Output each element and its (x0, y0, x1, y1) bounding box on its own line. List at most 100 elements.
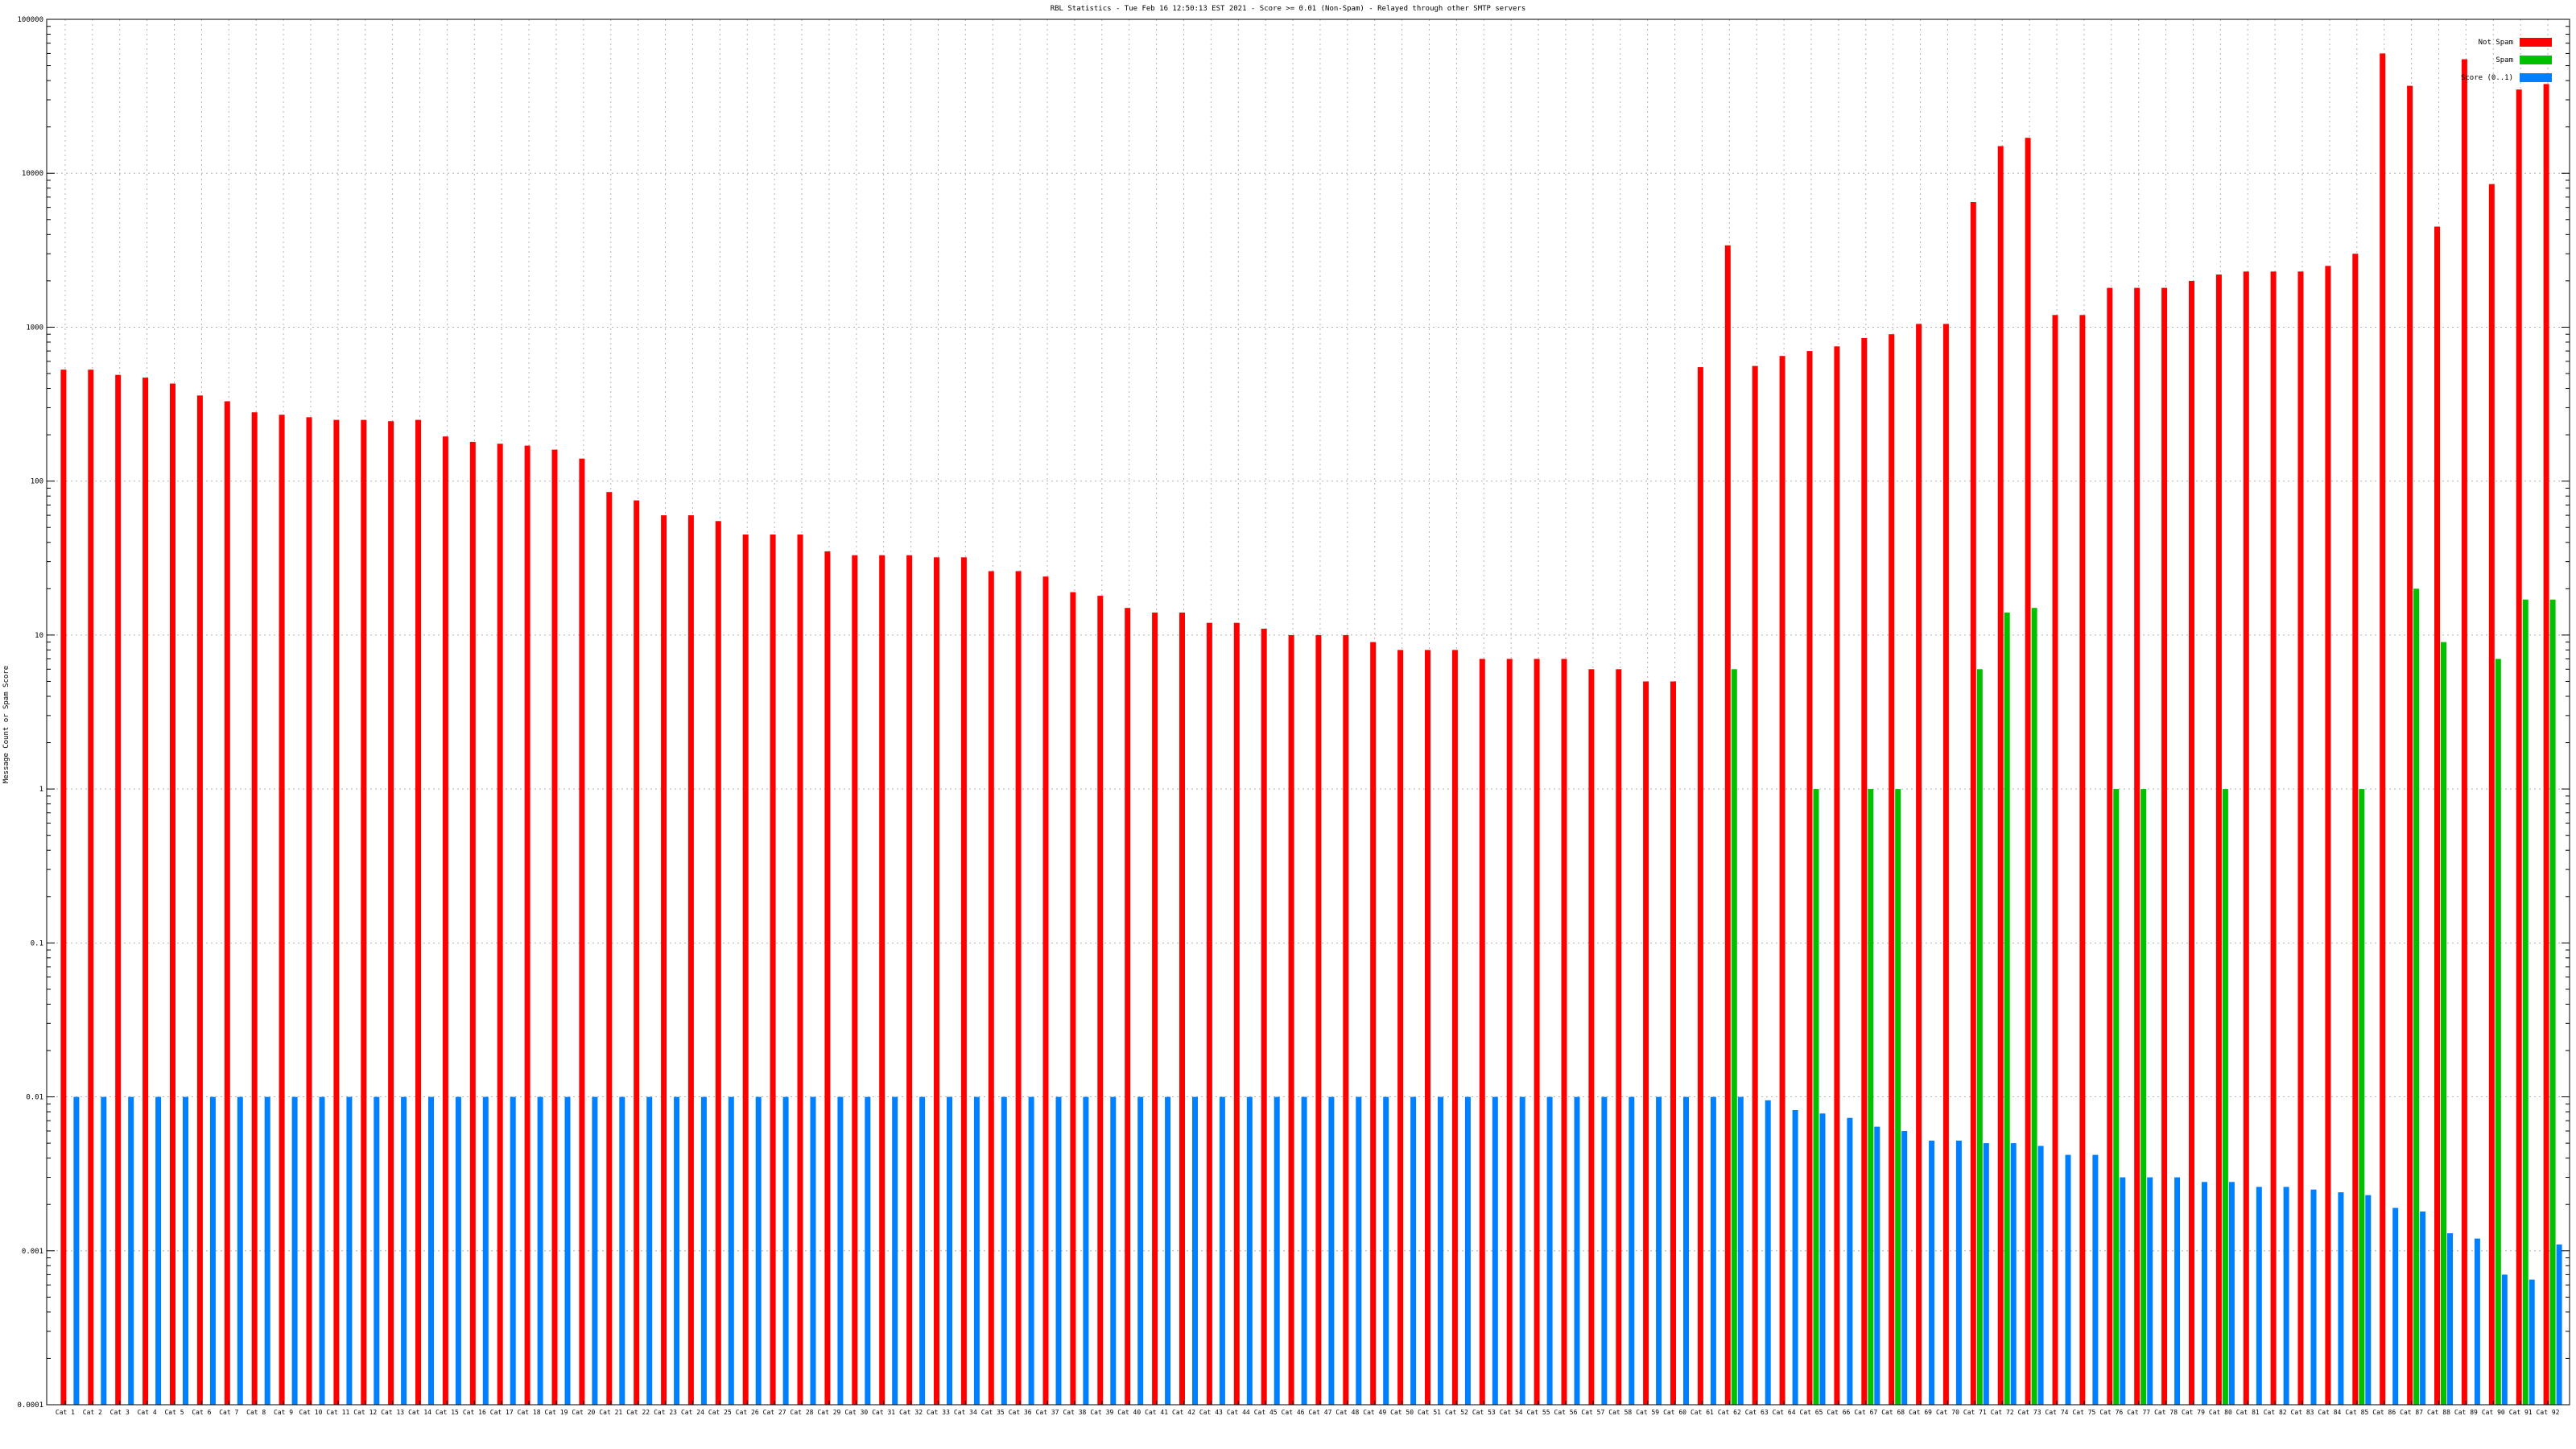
not-spam-bar (1588, 669, 1595, 1405)
x-tick-label: Cat 71 (1963, 1409, 1987, 1416)
x-tick-label: Cat 60 (1663, 1409, 1686, 1416)
spam-bar (2495, 658, 2501, 1405)
score-bar (1683, 1096, 1689, 1405)
y-tick-label: 0.001 (22, 1248, 43, 1256)
score-bar (1137, 1096, 1144, 1405)
not-spam-bar (1451, 650, 1458, 1405)
not-spam-bar (742, 535, 749, 1405)
not-spam-bar (797, 535, 803, 1405)
y-tick-label: 0.1 (31, 939, 43, 947)
score-bar (155, 1096, 162, 1405)
not-spam-bar (1506, 658, 1513, 1405)
spam-bar (1731, 669, 1737, 1405)
x-tick-label: Cat 69 (1909, 1409, 1932, 1416)
x-tick-label: Cat 40 (1117, 1409, 1141, 1416)
score-bar (1410, 1096, 1417, 1405)
not-spam-bar (1861, 337, 1868, 1405)
not-spam-bar (2079, 315, 2086, 1405)
x-tick-label: Cat 31 (872, 1409, 895, 1416)
score-bar (2147, 1177, 2153, 1405)
x-tick-label: Cat 9 (274, 1409, 293, 1416)
x-tick-label: Cat 77 (2127, 1409, 2150, 1416)
score-bar (2256, 1187, 2262, 1405)
score-bar (2202, 1182, 2207, 1405)
not-spam-bar (88, 369, 94, 1406)
spam-bar (2140, 789, 2147, 1405)
x-tick-label: Cat 21 (599, 1409, 622, 1416)
x-tick-label: Cat 34 (954, 1409, 977, 1416)
score-bar (1438, 1096, 1443, 1405)
x-tick-label: Cat 19 (545, 1409, 568, 1416)
x-tick-label: Cat 90 (2482, 1409, 2505, 1416)
y-tick-label: 100 (31, 478, 43, 486)
not-spam-bar (142, 378, 149, 1406)
score-bar (2529, 1279, 2535, 1405)
not-spam-bar (988, 571, 994, 1405)
score-bar (537, 1096, 543, 1405)
score-bar (810, 1096, 816, 1405)
not-spam-bar (2516, 89, 2522, 1406)
score-bar (428, 1096, 434, 1405)
score-bar (2338, 1192, 2344, 1405)
not-spam-bar (251, 412, 258, 1406)
score-bar (2174, 1177, 2181, 1405)
not-spam-bar (1206, 622, 1212, 1405)
score-bar (1519, 1096, 1525, 1405)
x-tick-label: Cat 75 (2072, 1409, 2095, 1416)
x-tick-label: Cat 51 (1418, 1409, 1441, 1416)
score-bar (1629, 1096, 1635, 1405)
score-bar (2283, 1187, 2289, 1405)
score-bar (837, 1096, 844, 1405)
not-spam-bar (442, 436, 448, 1406)
not-spam-bar (715, 521, 721, 1405)
not-spam-bar (1970, 202, 1976, 1405)
y-axis-label: Message Count or Spam Score (2, 666, 10, 783)
score-bar (1383, 1096, 1389, 1405)
x-tick-label: Cat 1 (56, 1409, 75, 1416)
not-spam-bar (1015, 571, 1022, 1405)
not-spam-bar (2189, 280, 2194, 1405)
spam-bar (1868, 789, 1874, 1405)
x-tick-label: Cat 64 (1773, 1409, 1796, 1416)
not-spam-bar (551, 449, 558, 1405)
not-spam-bar (2270, 271, 2277, 1405)
x-tick-label: Cat 27 (763, 1409, 786, 1416)
x-tick-label: Cat 44 (1227, 1409, 1250, 1416)
score-bar (2228, 1182, 2235, 1405)
legend-score-label: Score (0..1) (2461, 74, 2513, 82)
score-bar (2310, 1189, 2317, 1405)
x-tick-label: Cat 29 (817, 1409, 840, 1416)
score-bar (564, 1096, 571, 1405)
not-spam-bar (1643, 681, 1649, 1405)
not-spam-bar (1942, 324, 1949, 1405)
x-tick-label: Cat 25 (708, 1409, 732, 1416)
score-bar (2474, 1238, 2480, 1405)
not-spam-bar (2161, 287, 2168, 1406)
x-tick-label: Cat 36 (1009, 1409, 1032, 1416)
y-tick-label: 1 (39, 786, 43, 794)
score-bar (919, 1096, 926, 1405)
not-spam-bar (1997, 146, 2004, 1405)
not-spam-bar (934, 557, 939, 1405)
x-tick-label: Cat 86 (2372, 1409, 2396, 1416)
score-bar (264, 1096, 270, 1405)
score-bar (1055, 1096, 1062, 1405)
score-bar (510, 1096, 516, 1405)
not-spam-bar (388, 421, 394, 1406)
not-spam-bar (606, 492, 613, 1406)
score-bar (700, 1096, 707, 1405)
score-bar (2120, 1177, 2126, 1405)
score-bar (1819, 1113, 1826, 1405)
spam-bar (2359, 789, 2365, 1405)
score-bar (1110, 1096, 1117, 1405)
not-spam-bar (1834, 346, 1840, 1405)
score-bar (892, 1096, 898, 1405)
x-tick-label: Cat 23 (654, 1409, 677, 1416)
score-bar (1246, 1096, 1253, 1405)
not-spam-bar (224, 401, 230, 1405)
legend-not-spam-label: Not Spam (2479, 39, 2513, 47)
spam-bar (2004, 612, 2010, 1405)
score-bar (1847, 1117, 1853, 1405)
x-tick-label: Cat 67 (1854, 1409, 1877, 1416)
not-spam-bar (170, 383, 175, 1405)
